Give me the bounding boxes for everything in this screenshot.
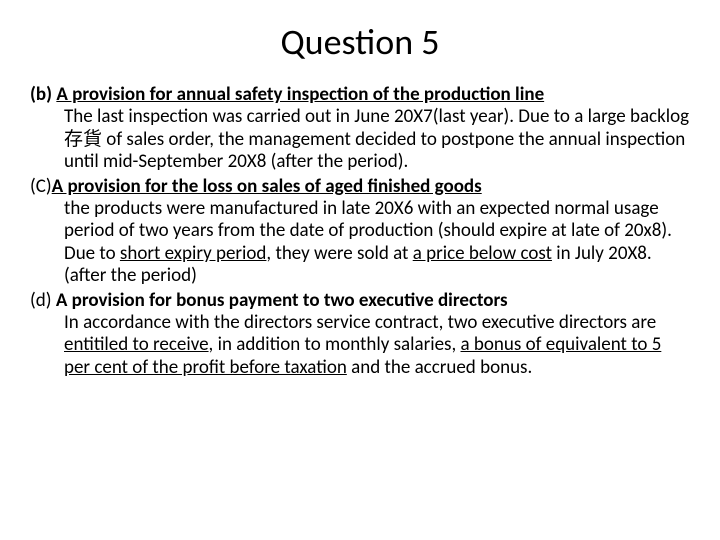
item-d-underline-1: entitiled to receive [64, 333, 209, 356]
item-c-text-2: , they were sold at [266, 242, 412, 265]
item-d: (d) A provision for bonus payment to two… [30, 290, 690, 380]
item-c-underline-2: a price below cost [413, 242, 552, 265]
item-c-label: (C) [30, 175, 52, 198]
item-d-label: (d) [30, 289, 56, 312]
item-c-underline-1: short expiry period [120, 242, 267, 265]
item-b-text: The last inspection was carried out in J… [64, 105, 689, 173]
item-b-label: (b) [30, 83, 56, 106]
item-c: (C)A provision for the loss on sales of … [30, 176, 690, 288]
item-c-heading: A provision for the loss on sales of age… [52, 175, 482, 198]
item-b-heading: A provision for annual safety inspection… [56, 83, 544, 106]
item-b: (b) A provision for annual safety inspec… [30, 84, 690, 174]
item-d-text-1: In accordance with the directors service… [64, 311, 656, 334]
item-d-heading: A provision for bonus payment to two exe… [56, 289, 508, 312]
item-d-text-3: and the accrued bonus. [347, 356, 532, 379]
slide: Question 5 (b) A provision for annual sa… [0, 0, 720, 540]
item-d-text-2: , in addition to monthly salaries, [209, 333, 461, 356]
slide-body: (b) A provision for annual safety inspec… [30, 84, 690, 379]
slide-title: Question 5 [30, 20, 690, 64]
